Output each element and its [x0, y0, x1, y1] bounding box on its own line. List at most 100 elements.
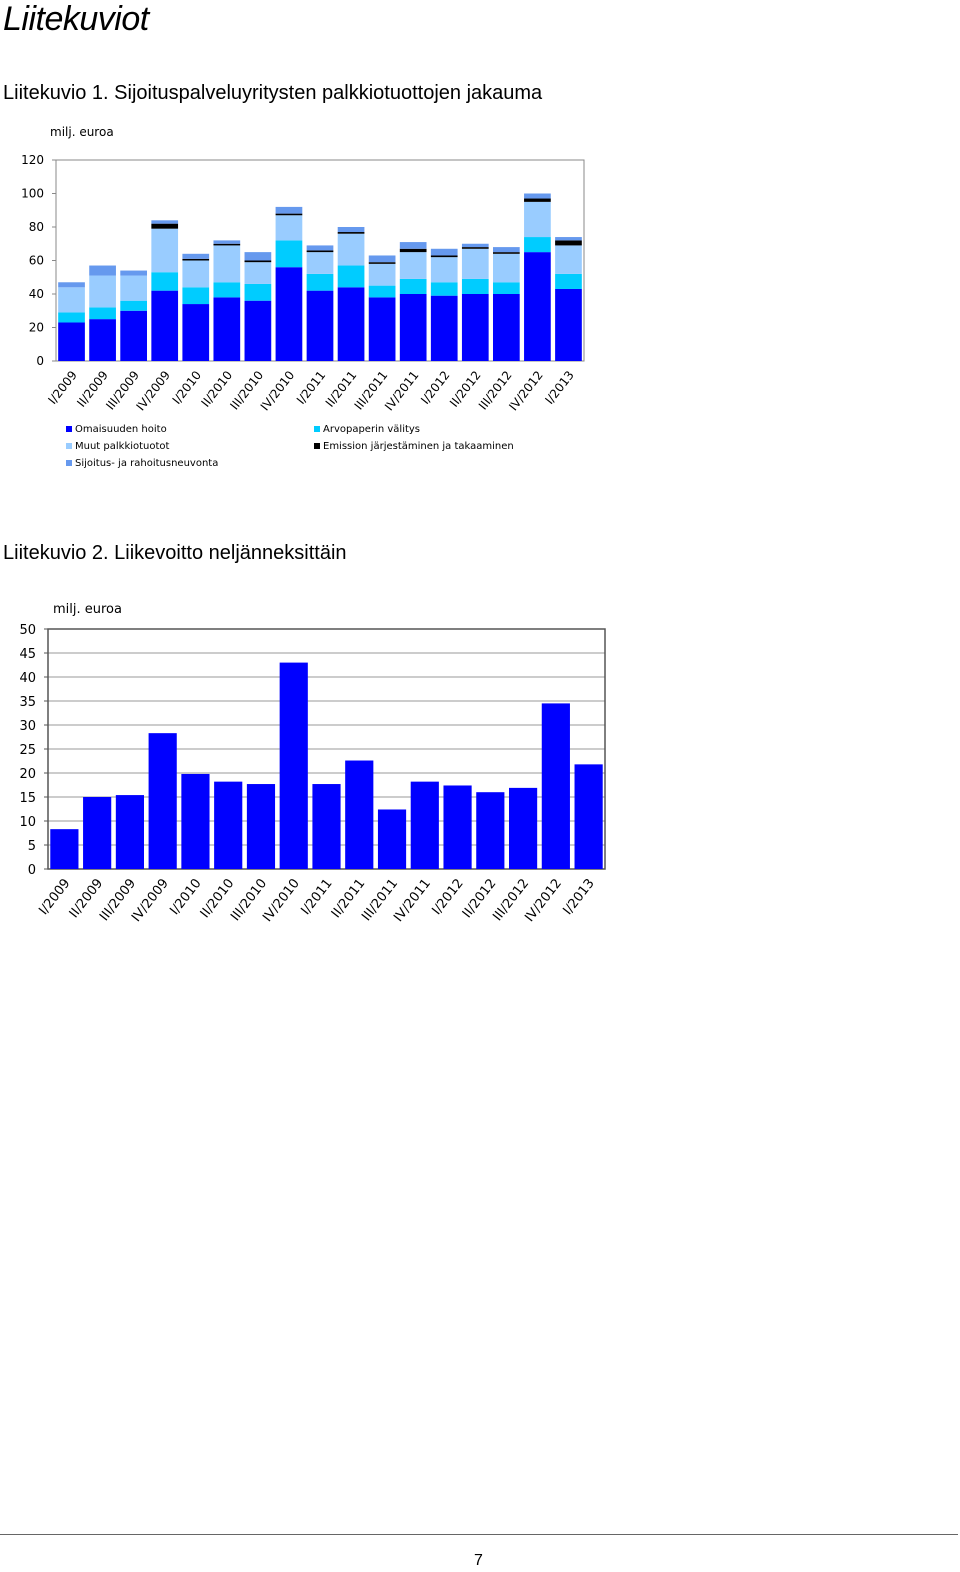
- page-number: 7: [474, 1552, 483, 1569]
- bar-segment: [58, 322, 85, 361]
- legend-swatch: [66, 460, 72, 466]
- bar-segment: [492, 253, 520, 283]
- bar-segment: [524, 201, 551, 238]
- y-tick-label: 20: [29, 321, 44, 335]
- bar-segment: [399, 278, 427, 294]
- y-tick-label: 40: [29, 287, 44, 301]
- bar-segment: [368, 285, 396, 298]
- y-tick-label: 80: [29, 220, 44, 234]
- legend-label: Muut palkkiotuotot: [75, 441, 170, 452]
- bar-segment: [492, 252, 520, 254]
- bar-segment: [151, 228, 179, 273]
- bar-segment: [89, 319, 116, 361]
- figure-1-caption: Liitekuvio 1. Sijoituspalveluyritysten p…: [3, 82, 543, 104]
- footer-divider: [0, 1534, 958, 1535]
- y-tick-label: 50: [19, 623, 36, 638]
- bar-segment: [555, 273, 582, 289]
- bar-segment: [337, 265, 365, 288]
- bar-segment: [120, 310, 148, 361]
- bar-segment: [182, 253, 210, 259]
- bar-segment: [58, 282, 85, 288]
- bar-segment: [244, 300, 272, 361]
- bar-segment: [213, 297, 241, 361]
- legend-label: Sijoitus- ja rahoitusneuvonta: [75, 458, 218, 469]
- y-tick-label: 15: [19, 791, 36, 806]
- bar-segment: [182, 258, 210, 261]
- bar-segment: [430, 282, 458, 296]
- y-tick-label: 60: [29, 254, 44, 268]
- legend-label: Arvopaperin välitys: [323, 424, 420, 435]
- bar-segment: [275, 240, 303, 268]
- bar-segment: [461, 243, 489, 248]
- bar-segment: [461, 247, 489, 249]
- y-unit-label: milj. euroa: [53, 602, 122, 617]
- bar-segment: [337, 233, 365, 266]
- bar-segment: [89, 307, 116, 320]
- bar-segment: [461, 278, 489, 294]
- bar-segment: [275, 213, 303, 216]
- bar-segment: [430, 248, 458, 256]
- y-tick-label: 20: [19, 767, 36, 782]
- y-tick-label: 0: [36, 354, 44, 368]
- bar-segment: [306, 290, 334, 361]
- y-tick-label: 120: [21, 153, 44, 167]
- x-tick-label: I/2013: [542, 368, 577, 407]
- bar-segment: [151, 272, 179, 291]
- bar-segment: [368, 263, 396, 286]
- bar-segment: [120, 300, 148, 311]
- y-tick-label: 5: [28, 839, 36, 854]
- legend-label: Omaisuuden hoito: [75, 424, 167, 435]
- bar-segment: [555, 240, 582, 246]
- bar-segment: [399, 294, 427, 361]
- bar-segment: [368, 255, 396, 263]
- legend-swatch: [66, 443, 72, 449]
- bar-segment: [306, 245, 334, 251]
- bar-segment: [337, 287, 365, 361]
- y-tick-label: 10: [19, 815, 36, 830]
- legend-swatch: [314, 426, 320, 432]
- y-tick-label: 0: [28, 863, 36, 878]
- bar-segment: [555, 237, 582, 241]
- bar-segment: [337, 232, 365, 234]
- bar-segment: [430, 257, 458, 283]
- bar-segment: [244, 262, 272, 284]
- bar-segment: [213, 245, 241, 283]
- bar-segment: [58, 312, 85, 323]
- bar-segment: [368, 262, 396, 264]
- bar-segment: [524, 237, 551, 253]
- bar: [148, 733, 177, 869]
- y-tick-label: 40: [19, 671, 36, 686]
- bar-segment: [306, 250, 334, 253]
- bar: [508, 787, 538, 869]
- bar: [377, 809, 407, 869]
- bar-segment: [213, 240, 241, 244]
- bar: [181, 773, 210, 869]
- bar-segment: [182, 260, 210, 288]
- bar-segment: [151, 220, 179, 224]
- bar-segment: [151, 223, 179, 229]
- bar: [50, 829, 79, 869]
- y-tick-label: 100: [21, 187, 44, 201]
- bar-segment: [399, 242, 427, 249]
- bar: [115, 795, 145, 869]
- bar: [214, 781, 243, 869]
- bar-segment: [555, 245, 582, 274]
- bar-segment: [306, 252, 334, 274]
- bar-segment: [430, 295, 458, 361]
- bar-segment: [244, 252, 272, 261]
- bar: [246, 784, 276, 869]
- bar-segment: [89, 275, 116, 308]
- bar-segment: [524, 252, 551, 361]
- bar: [541, 703, 570, 869]
- bar-segment: [275, 267, 303, 361]
- bar-segment: [275, 215, 303, 241]
- bar-segment: [306, 273, 334, 291]
- figure-2-caption: Liitekuvio 2. Liikevoitto neljänneksittä…: [3, 542, 347, 564]
- bar-segment: [120, 270, 148, 276]
- bar-segment: [151, 290, 179, 361]
- bar: [410, 781, 439, 869]
- bar-segment: [461, 248, 489, 279]
- bar-segment: [461, 294, 489, 361]
- bar: [574, 764, 603, 869]
- bar-segment: [337, 227, 365, 233]
